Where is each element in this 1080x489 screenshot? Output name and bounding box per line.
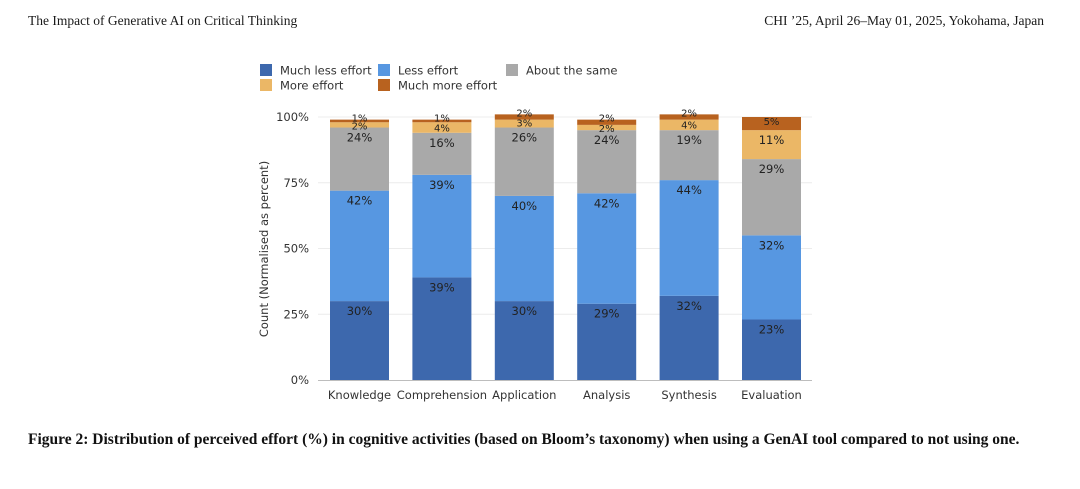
bar-segment bbox=[577, 124, 637, 131]
bar-segment bbox=[659, 295, 719, 380]
x-category-label: Synthesis bbox=[661, 388, 716, 402]
bar-stack: 39% 39% 16% 4%1% bbox=[412, 114, 472, 380]
bar-value-label: 4% bbox=[681, 121, 697, 132]
legend: Much less effort Less effort About the sam… bbox=[260, 64, 618, 93]
legend-label: Much more effort bbox=[398, 79, 498, 93]
bar-segment bbox=[494, 127, 554, 196]
bar-segment bbox=[659, 130, 719, 181]
legend-swatch bbox=[506, 64, 518, 76]
bar-value-label: 23% bbox=[759, 323, 785, 337]
legend-label: Less effort bbox=[398, 64, 459, 78]
bar-segment bbox=[494, 195, 554, 302]
y-tick-label: 75% bbox=[283, 176, 309, 190]
bar-segment bbox=[577, 303, 637, 380]
bar-value-label: 39% bbox=[429, 280, 455, 294]
x-axis: Knowledge Comprehension Application Analysi… bbox=[318, 380, 812, 402]
legend-label: About the same bbox=[526, 64, 618, 78]
bar-value-label: 24% bbox=[347, 131, 373, 145]
bar-segment bbox=[742, 130, 801, 160]
bar-segment bbox=[330, 301, 389, 380]
bar-value-label: 2% bbox=[352, 121, 368, 132]
bars: 30%42%24%2%1%39%39%16%4%1%30%40%26%3%2%2… bbox=[330, 108, 801, 380]
bar-segment bbox=[412, 122, 472, 133]
figure-caption: Figure 2: Distribution of perceived effo… bbox=[28, 431, 1020, 448]
bar-value-label: 2% bbox=[516, 108, 532, 119]
bar-value-label: 42% bbox=[347, 194, 373, 208]
bar-value-label: 16% bbox=[429, 136, 455, 150]
legend-label: Much less effort bbox=[280, 64, 372, 78]
bar-segment bbox=[494, 119, 554, 128]
x-category-label: Analysis bbox=[583, 388, 630, 402]
bar-value-label: 44% bbox=[676, 183, 702, 197]
bar-value-label: 4% bbox=[434, 123, 450, 134]
bar-value-label: 2% bbox=[681, 108, 697, 119]
legend-swatch bbox=[378, 79, 390, 91]
bar-value-label: 32% bbox=[759, 238, 785, 252]
bar-value-label: 2% bbox=[599, 124, 615, 135]
bar-value-label: 26% bbox=[512, 131, 538, 145]
bar-segment bbox=[742, 159, 801, 236]
bar-segment bbox=[742, 319, 801, 380]
x-category-label: Evaluation bbox=[741, 388, 802, 402]
bar-segment bbox=[412, 132, 472, 175]
bar-segment bbox=[577, 119, 637, 125]
bar-segment bbox=[330, 119, 389, 123]
bar-segment bbox=[659, 119, 719, 131]
bar-stack: 30% 42% 24%2%1% bbox=[330, 114, 389, 380]
grid-lines bbox=[318, 116, 812, 315]
bar-segment bbox=[412, 277, 472, 380]
bar-segment bbox=[330, 122, 389, 128]
bar-value-label: 2% bbox=[599, 114, 615, 125]
running-head-title: The Impact of Generative AI on Critical … bbox=[28, 13, 298, 28]
running-head-venue: CHI ’25, April 26–May 01, 2025, Yokohama… bbox=[764, 13, 1044, 28]
bar-stack: 32% 44% 19%4% 2% bbox=[659, 108, 719, 380]
bar-value-label: 29% bbox=[594, 307, 620, 321]
bar-value-label: 32% bbox=[676, 299, 702, 313]
y-axis-title: Count (Normalised as percent) bbox=[257, 161, 271, 337]
legend-label: More effort bbox=[280, 79, 344, 93]
bar-segment bbox=[494, 114, 554, 120]
bar-segment bbox=[742, 235, 801, 320]
y-axis: 0% 25% 50% 75% 100% bbox=[276, 110, 309, 387]
bar-value-label: 1% bbox=[352, 114, 368, 125]
bar-stack: 30% 40% 26%3%2% bbox=[494, 108, 554, 380]
bar-segment bbox=[659, 114, 719, 120]
bar-value-label: 19% bbox=[676, 133, 702, 147]
stacked-bar-chart: Much less effort Less effort About the sam… bbox=[257, 64, 812, 402]
bar-segment bbox=[330, 190, 389, 302]
bar-segment bbox=[577, 130, 637, 194]
x-category-label: Knowledge bbox=[328, 388, 391, 402]
legend-swatch bbox=[260, 79, 272, 91]
bar-value-label: 5% bbox=[764, 117, 780, 128]
x-category-label: Application bbox=[492, 388, 556, 402]
bar-value-label: 30% bbox=[347, 304, 373, 318]
bar-stack: 29%42%24%2%2% bbox=[577, 114, 637, 380]
bar-segment bbox=[742, 117, 801, 131]
y-tick-label: 0% bbox=[291, 373, 309, 387]
bar-value-label: 42% bbox=[594, 196, 620, 210]
bar-segment bbox=[330, 127, 389, 191]
bar-segment bbox=[494, 301, 554, 380]
bar-segment bbox=[412, 174, 472, 278]
legend-swatch bbox=[378, 64, 390, 76]
bar-value-label: 39% bbox=[429, 178, 455, 192]
bar-value-label: 1% bbox=[434, 114, 450, 125]
y-tick-label: 100% bbox=[276, 110, 309, 124]
bar-segment bbox=[412, 119, 472, 123]
bar-value-label: 11% bbox=[759, 133, 785, 147]
bar-value-label: 40% bbox=[512, 199, 538, 213]
legend-swatch bbox=[260, 64, 272, 76]
y-tick-label: 50% bbox=[283, 242, 309, 256]
bar-value-label: 24% bbox=[594, 133, 620, 147]
bar-value-label: 30% bbox=[512, 304, 538, 318]
y-tick-label: 25% bbox=[283, 307, 309, 321]
bar-value-label: 29% bbox=[759, 162, 785, 176]
x-category-label: Comprehension bbox=[397, 388, 487, 402]
bar-value-label: 3% bbox=[516, 119, 532, 130]
bar-segment bbox=[577, 193, 637, 304]
bar-stack: 23% 32% 29% 11% 5% bbox=[742, 117, 801, 380]
bar-segment bbox=[659, 180, 719, 296]
